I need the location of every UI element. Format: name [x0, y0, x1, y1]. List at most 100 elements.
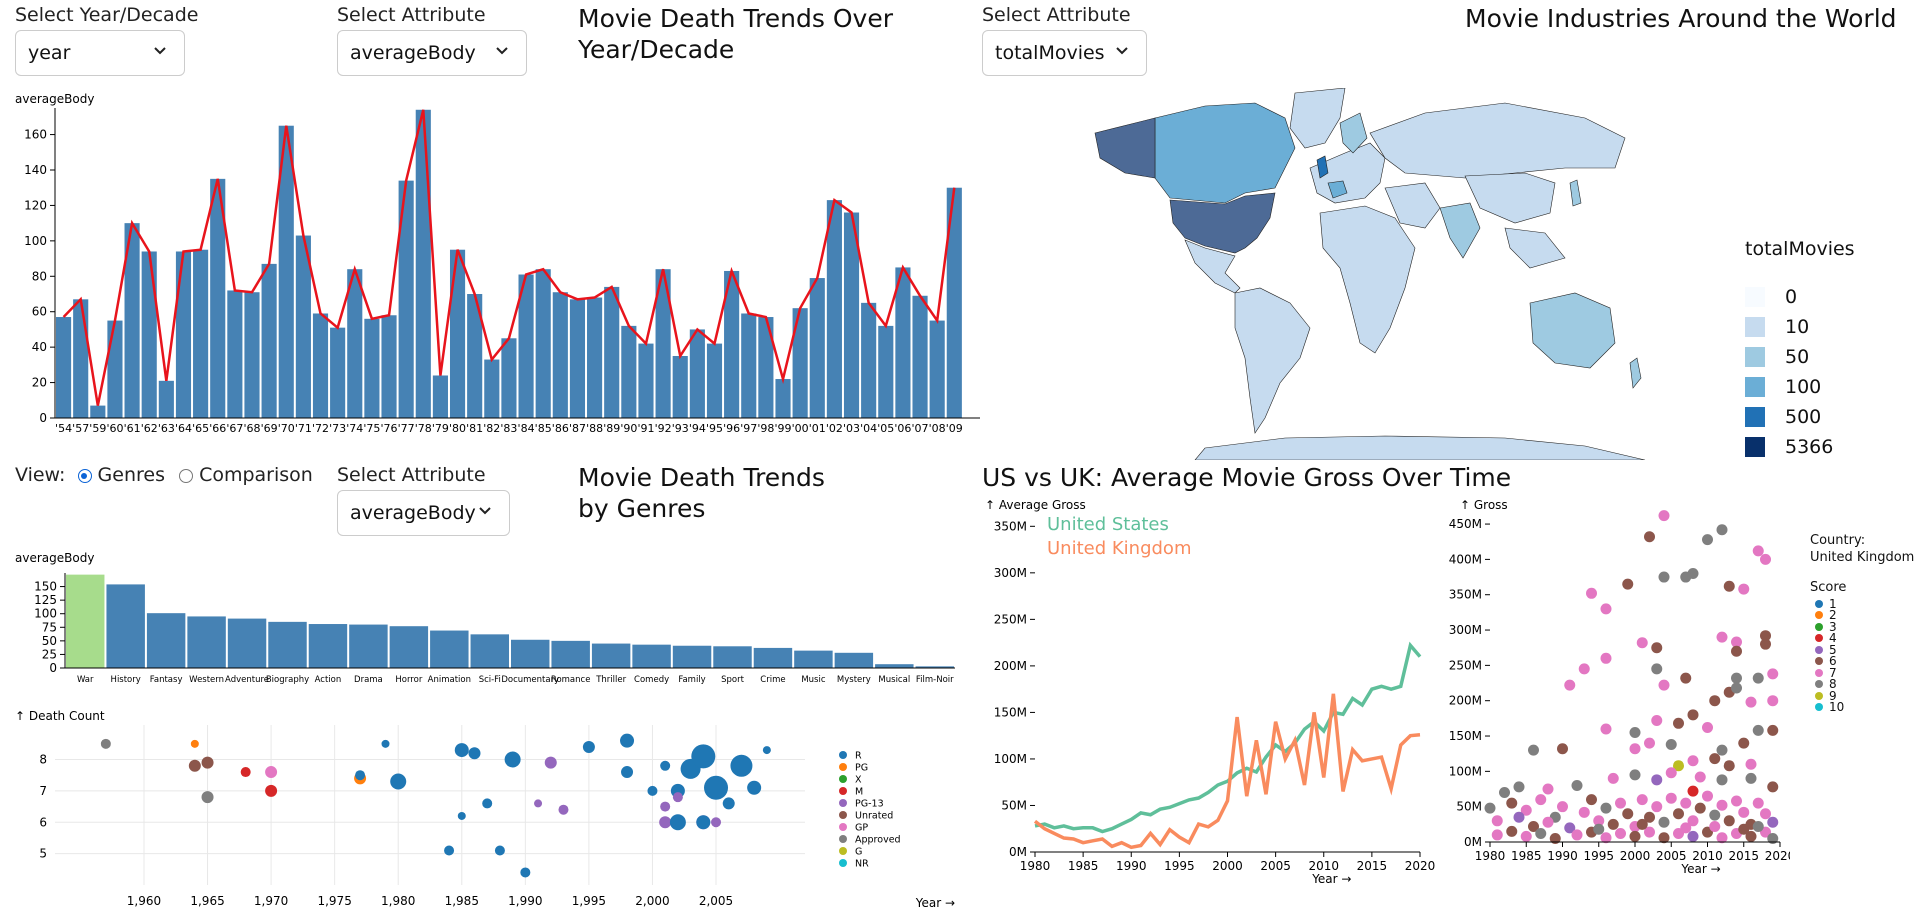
scatter-point[interactable]	[1665, 792, 1677, 804]
year-bar[interactable]	[124, 223, 140, 418]
bubble[interactable]	[381, 739, 390, 748]
year-bar[interactable]	[261, 263, 277, 418]
year-bar[interactable]	[878, 325, 894, 418]
genre-bar[interactable]	[106, 584, 145, 668]
bubble[interactable]	[730, 754, 753, 777]
year-bar[interactable]	[107, 320, 123, 418]
scatter-point[interactable]	[1752, 797, 1764, 809]
scatter-point[interactable]	[1651, 642, 1663, 654]
scatter-point[interactable]	[1491, 829, 1503, 841]
scatter-point[interactable]	[1752, 545, 1764, 557]
scatter-point[interactable]	[1767, 832, 1779, 844]
scatter-point[interactable]	[1629, 743, 1641, 755]
genre-bar[interactable]	[713, 646, 752, 668]
scatter-point[interactable]	[1702, 790, 1713, 802]
scatter-point[interactable]	[1760, 630, 1771, 642]
scatter-point[interactable]	[1607, 772, 1619, 784]
year-bar[interactable]	[501, 338, 517, 418]
bubble[interactable]	[647, 785, 658, 796]
scatter-point[interactable]	[1658, 571, 1670, 583]
scatter-point[interactable]	[1644, 531, 1655, 543]
year-bar[interactable]	[689, 329, 705, 418]
year-bar[interactable]	[706, 343, 723, 418]
genre-bar[interactable]	[430, 630, 469, 668]
scatter-point[interactable]	[1723, 580, 1735, 592]
year-bar[interactable]	[621, 325, 637, 418]
bubble[interactable]	[457, 811, 466, 820]
bubble[interactable]	[240, 767, 251, 778]
genre-bar[interactable]	[834, 652, 874, 668]
genre-bar[interactable]	[591, 643, 631, 668]
year-bar[interactable]	[741, 313, 757, 418]
scatter-point[interactable]	[1636, 794, 1648, 806]
scatter-point[interactable]	[1600, 652, 1612, 664]
scatter-point[interactable]	[1767, 695, 1779, 707]
scatter-point[interactable]	[1520, 830, 1532, 842]
bubble[interactable]	[482, 798, 493, 809]
year-bar[interactable]	[775, 379, 791, 418]
scatter-point[interactable]	[1731, 636, 1742, 648]
scatter-point[interactable]	[1745, 696, 1757, 708]
year-bar[interactable]	[90, 405, 106, 418]
scatter-point[interactable]	[1745, 772, 1757, 784]
scatter-point[interactable]	[1615, 828, 1626, 840]
year-bar[interactable]	[484, 359, 500, 418]
scatter-point[interactable]	[1535, 828, 1547, 840]
scatter-point[interactable]	[1760, 808, 1771, 820]
year-bar[interactable]	[724, 270, 740, 418]
year-bar[interactable]	[175, 251, 192, 418]
scatter-point[interactable]	[1658, 832, 1670, 844]
scatter-point[interactable]	[1731, 682, 1742, 694]
bubble[interactable]	[190, 739, 199, 748]
bubble[interactable]	[660, 760, 671, 771]
scatter-point[interactable]	[1680, 822, 1692, 834]
year-bar[interactable]	[929, 320, 945, 418]
scatter-point[interactable]	[1694, 802, 1706, 814]
scatter-point[interactable]	[1767, 724, 1779, 736]
scatter-point[interactable]	[1615, 797, 1626, 809]
genre-bar[interactable]	[511, 639, 550, 668]
scatter-point[interactable]	[1738, 806, 1750, 818]
year-bar[interactable]	[347, 269, 363, 418]
genre-bar[interactable]	[349, 624, 388, 668]
scatter-point[interactable]	[1520, 804, 1532, 816]
scatter-point[interactable]	[1752, 672, 1764, 684]
bubble[interactable]	[660, 801, 671, 812]
year-bar[interactable]	[295, 235, 311, 418]
scatter-point[interactable]	[1542, 783, 1554, 795]
genre-bar[interactable]	[268, 621, 307, 668]
bubble[interactable]	[520, 867, 531, 878]
scatter-point[interactable]	[1557, 743, 1568, 755]
scatter-point[interactable]	[1506, 797, 1518, 809]
year-bar[interactable]	[809, 278, 825, 418]
year-bar[interactable]	[946, 187, 962, 418]
scatter-point[interactable]	[1564, 679, 1576, 691]
scatter-point[interactable]	[1644, 811, 1655, 823]
scatter-point[interactable]	[1716, 524, 1728, 536]
genre-bar[interactable]	[551, 640, 590, 668]
scatter-point[interactable]	[1673, 760, 1684, 772]
scatter-point[interactable]	[1571, 829, 1583, 841]
scatter-point[interactable]	[1702, 722, 1713, 734]
year-bar[interactable]	[552, 292, 568, 418]
genre-bar[interactable]	[753, 647, 793, 668]
genre-bar[interactable]	[875, 664, 914, 668]
scatter-point[interactable]	[1767, 668, 1779, 680]
year-bar[interactable]	[56, 317, 72, 418]
scatter-point[interactable]	[1644, 737, 1655, 749]
year-bar[interactable]	[912, 295, 928, 418]
scatter-point[interactable]	[1687, 830, 1699, 842]
bubble[interactable]	[444, 845, 455, 856]
scatter-point[interactable]	[1542, 816, 1554, 828]
year-bar[interactable]	[843, 212, 860, 418]
scatter-point[interactable]	[1557, 801, 1568, 813]
scatter-point[interactable]	[1723, 760, 1735, 772]
year-bar[interactable]	[364, 318, 380, 418]
scatter-point[interactable]	[1622, 578, 1634, 590]
bubble[interactable]	[747, 780, 762, 795]
scatter-point[interactable]	[1564, 822, 1576, 834]
year-bar[interactable]	[73, 299, 89, 418]
bubble[interactable]	[621, 766, 634, 779]
year-bar[interactable]	[158, 380, 174, 418]
scatter-point[interactable]	[1506, 825, 1518, 837]
